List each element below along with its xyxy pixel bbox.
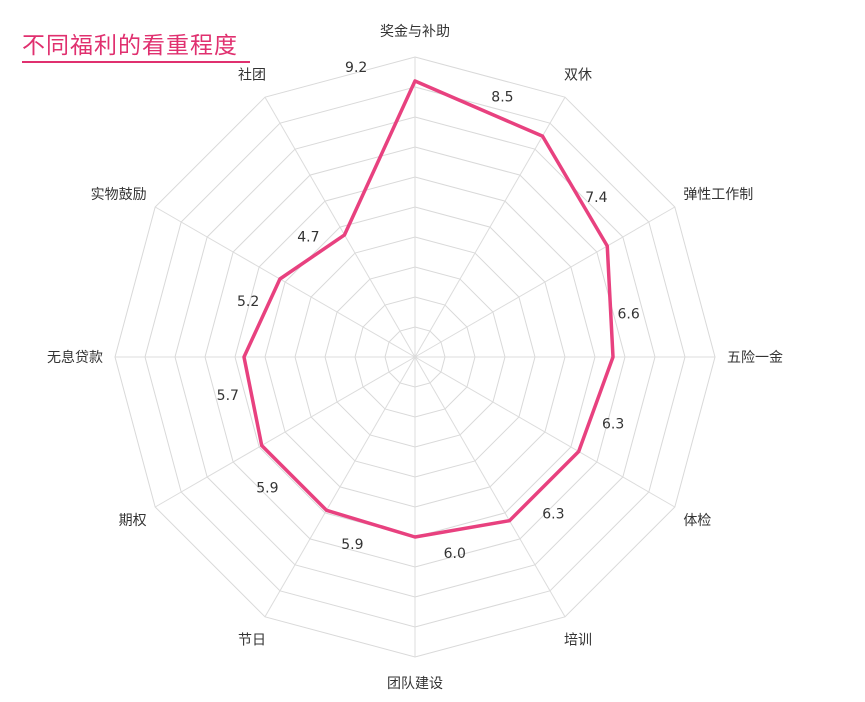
grid-spoke — [414, 356, 566, 618]
value-label: 6.6 — [618, 307, 640, 323]
category-label: 双休 — [564, 68, 592, 84]
category-label: 社团 — [238, 68, 266, 84]
category-label: 体检 — [683, 513, 711, 529]
value-label: 5.7 — [217, 388, 239, 404]
category-label: 节日 — [238, 632, 266, 648]
radar-series — [242, 79, 615, 539]
value-label: 9.2 — [345, 60, 367, 76]
category-label: 弹性工作制 — [683, 187, 753, 203]
value-label: 4.7 — [297, 229, 319, 245]
grid-spoke — [414, 96, 566, 358]
grid-spoke — [414, 356, 676, 508]
radar-spokes — [115, 57, 715, 657]
category-label: 培训 — [564, 632, 592, 648]
value-labels: 9.2 8.5 7.4 6.6 6.3 6.3 6.0 5.9 5.9 5.7 5.2 4.7 — [217, 60, 640, 562]
title-underline — [22, 61, 250, 63]
value-label: 5.9 — [341, 537, 363, 553]
grid-spoke — [264, 356, 416, 618]
value-label: 6.3 — [602, 416, 624, 432]
value-label: 5.2 — [237, 294, 259, 310]
category-label: 奖金与补助 — [380, 23, 450, 40]
grid-spoke — [264, 96, 416, 358]
chart-title: 不同福利的看重程度 — [22, 33, 238, 59]
category-label: 五险一金 — [727, 350, 783, 366]
grid-spoke — [414, 206, 676, 358]
value-label: 8.5 — [491, 89, 513, 105]
category-label: 期权 — [119, 513, 147, 529]
value-label: 6.3 — [542, 507, 564, 523]
series-line — [242, 79, 615, 539]
grid-spoke — [154, 356, 416, 508]
category-label: 无息贷款 — [47, 349, 103, 366]
category-label: 团队建设 — [387, 676, 443, 692]
value-label: 5.9 — [256, 480, 278, 496]
grid-spoke — [154, 206, 416, 358]
category-label: 实物鼓励 — [91, 187, 147, 203]
value-label: 6.0 — [444, 546, 466, 562]
value-label: 7.4 — [585, 190, 607, 206]
